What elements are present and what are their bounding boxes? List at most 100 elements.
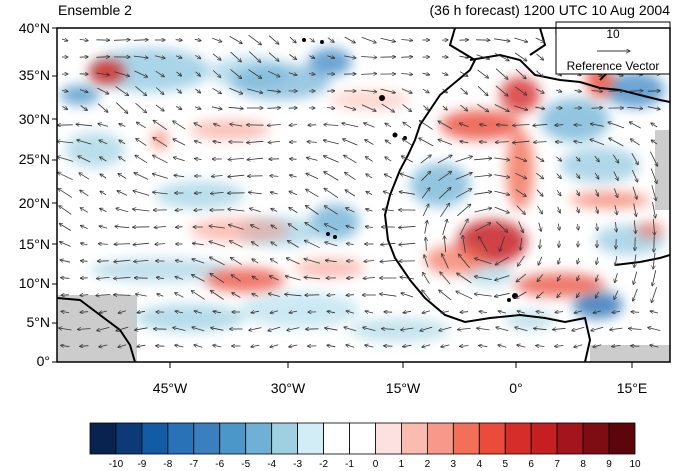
wind-vector <box>494 206 510 213</box>
wind-vector <box>616 222 617 232</box>
wind-vector <box>401 57 412 58</box>
wind-vector <box>495 275 510 281</box>
wind-vector <box>251 242 259 247</box>
wind-vector <box>100 191 107 196</box>
wind-vector <box>324 188 339 199</box>
wind-vector <box>538 256 543 265</box>
wind-vector <box>457 273 472 284</box>
wind-vector <box>574 90 582 91</box>
wind-vector <box>59 224 72 231</box>
wind-vector <box>424 255 429 268</box>
wind-vector <box>327 108 335 109</box>
wind-vector <box>515 156 527 161</box>
wind-vector <box>81 243 88 245</box>
wind-vector <box>344 36 356 43</box>
wind-vector <box>401 74 412 75</box>
wind-vector <box>157 294 164 296</box>
wind-vector <box>285 294 302 296</box>
lat-label: 40°N <box>19 20 50 36</box>
wind-vector <box>60 242 71 247</box>
wind-vector <box>192 327 205 332</box>
wind-vector <box>474 175 492 178</box>
wind-vector <box>247 88 262 93</box>
wind-vector <box>268 35 279 45</box>
wind-vector <box>286 258 300 265</box>
wind-vector <box>494 292 510 296</box>
wind-vector <box>383 191 393 195</box>
wind-vector <box>247 141 264 142</box>
lat-label: 35°N <box>19 67 50 83</box>
wind-vector <box>474 158 492 160</box>
colorbar-swatch <box>141 422 169 455</box>
wind-vector <box>556 189 561 196</box>
wind-vector <box>634 220 635 233</box>
wind-vector <box>480 124 487 125</box>
wind-vector <box>211 176 223 177</box>
wind-vector <box>650 168 657 184</box>
wind-vector <box>176 227 183 228</box>
wind-vector <box>576 292 579 298</box>
wind-vector <box>648 327 661 331</box>
wind-vector <box>79 39 88 40</box>
wind-vector <box>536 312 545 313</box>
wind-vector <box>135 327 148 330</box>
wind-vector <box>613 188 617 197</box>
wind-vector <box>98 244 108 245</box>
wind-vector <box>496 125 508 126</box>
wind-vector <box>287 327 300 331</box>
wind-vector <box>402 139 413 146</box>
wind-vector <box>593 345 602 347</box>
wind-vector <box>267 108 280 109</box>
wind-vector <box>153 137 168 147</box>
wind-vector <box>133 209 150 211</box>
wind-vector <box>577 275 579 281</box>
wind-vector <box>61 39 68 41</box>
wind-vector <box>533 124 548 125</box>
wind-vector <box>306 189 319 198</box>
wind-vector <box>612 345 621 346</box>
wind-vector <box>324 224 338 231</box>
wind-vector <box>153 120 168 131</box>
wind-vector <box>57 157 74 162</box>
wind-vector <box>577 258 578 264</box>
wind-vector <box>134 173 149 180</box>
wind-vector <box>439 290 452 301</box>
wind-vector <box>342 123 359 128</box>
colorbar-label: 3 <box>451 459 457 470</box>
wind-vector <box>361 104 376 112</box>
wind-vector <box>577 207 579 213</box>
wind-vector <box>211 328 224 331</box>
wind-vector <box>115 102 128 114</box>
colorbar-swatch <box>478 422 506 455</box>
wind-vector <box>590 124 604 127</box>
wind-vector <box>80 190 89 197</box>
colorbar-label: 5 <box>502 459 508 470</box>
lat-label: 0° <box>37 353 50 369</box>
wind-vector <box>514 105 527 110</box>
wind-vector <box>228 158 244 159</box>
wind-vector <box>230 51 242 62</box>
wind-vector <box>115 86 129 95</box>
wind-vector <box>634 254 636 268</box>
wind-vector <box>80 346 89 347</box>
wind-vector <box>422 344 431 348</box>
wind-vector <box>457 204 470 217</box>
wind-vector <box>228 209 245 211</box>
wind-vector <box>477 86 488 95</box>
wind-vector <box>80 225 88 229</box>
wind-vector <box>267 125 281 126</box>
wind-vector <box>195 71 201 76</box>
wind-vector <box>363 278 375 279</box>
wind-vector <box>423 105 428 111</box>
wind-vector <box>555 346 564 347</box>
wind-vector <box>175 311 184 313</box>
wind-vector <box>479 236 488 252</box>
wind-vector <box>517 311 526 313</box>
wind-vector <box>327 37 334 43</box>
wind-vector <box>232 293 241 298</box>
wind-vector <box>173 328 186 331</box>
wind-vector <box>214 124 221 126</box>
wind-vector <box>174 175 185 176</box>
wind-vector <box>114 71 129 77</box>
wind-vector <box>290 159 297 160</box>
